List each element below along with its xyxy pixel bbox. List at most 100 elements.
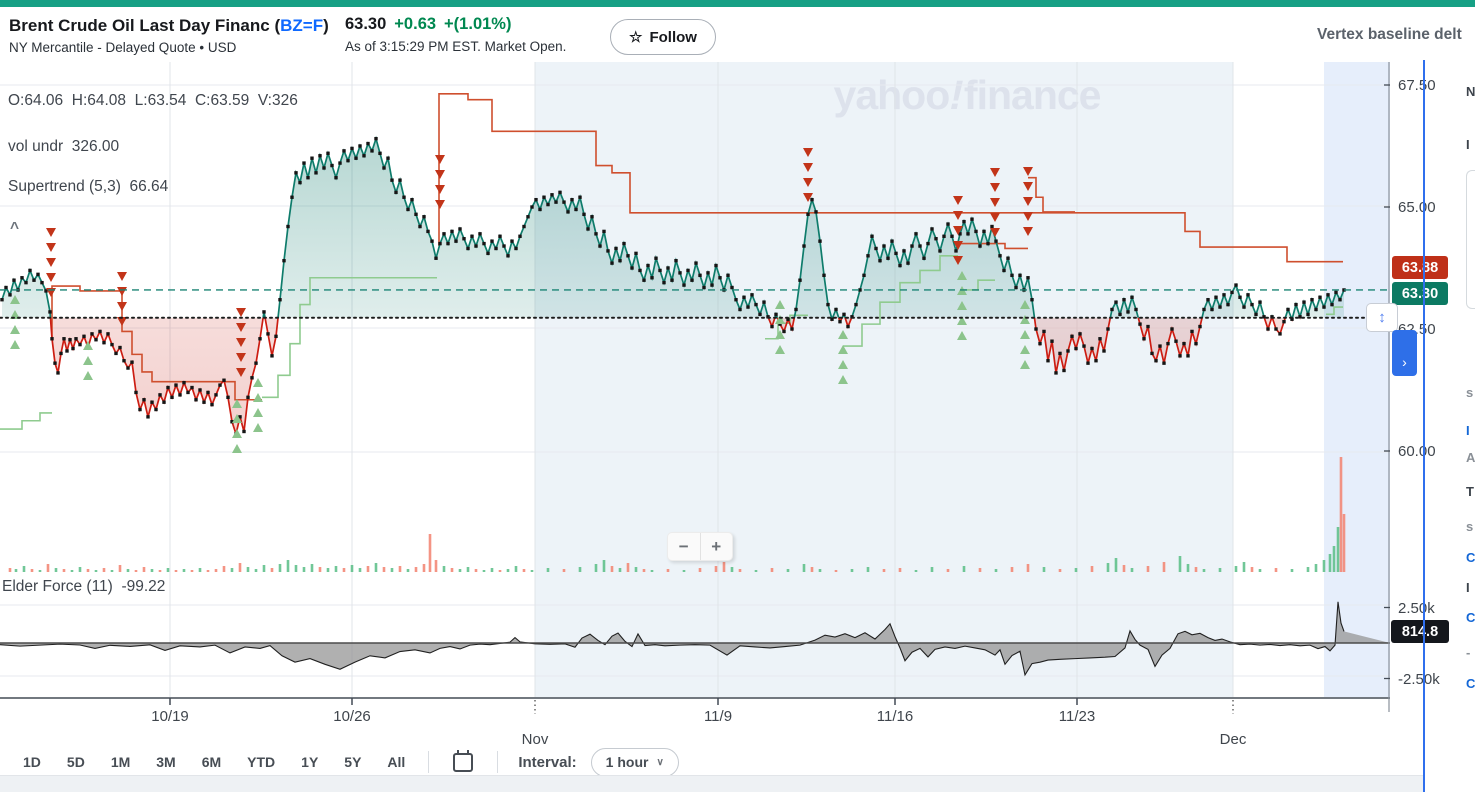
interval-dropdown[interactable]: 1 hour ∨: [590, 747, 679, 777]
panel-expand-button[interactable]: ›: [1392, 330, 1417, 376]
volume-bar: [1258, 569, 1262, 572]
range-button-5Y[interactable]: 5Y: [344, 754, 362, 770]
price-marker: [1086, 361, 1090, 365]
range-button-3M[interactable]: 3M: [156, 754, 176, 770]
price-marker: [454, 239, 458, 243]
quote-price-block: 63.30 +0.63 +(1.01%): [345, 15, 511, 34]
price-marker: [12, 278, 16, 282]
supertrend-label[interactable]: Supertrend (5,3) 66.64: [8, 178, 169, 195]
sell-signal-arrow: [435, 170, 445, 179]
price-marker: [530, 205, 534, 209]
price-area-below-baseline: [50, 317, 1293, 434]
range-button-1M[interactable]: 1M: [110, 754, 131, 770]
price-marker: [1298, 315, 1302, 319]
price-marker: [1214, 295, 1218, 299]
price-marker: [282, 258, 286, 263]
price-marker: [122, 359, 126, 363]
price-marker: [310, 156, 314, 160]
range-button-All[interactable]: All: [387, 754, 406, 770]
buy-signal-arrow: [838, 360, 848, 369]
zoom-out-button[interactable]: −: [668, 533, 701, 560]
price-marker: [1054, 371, 1058, 375]
price-marker: [778, 322, 782, 326]
follow-label: Follow: [649, 28, 697, 46]
price-marker: [770, 324, 774, 329]
supertrend-lower-line: [0, 412, 52, 430]
price-marker: [394, 190, 398, 195]
price-marker: [1126, 310, 1130, 314]
price-marker: [482, 241, 486, 246]
range-button-1Y[interactable]: 1Y: [301, 754, 319, 770]
price-marker: [338, 161, 342, 165]
price-marker: [1278, 332, 1282, 336]
price-marker: [28, 268, 32, 273]
price-marker: [450, 229, 454, 234]
cutoff-text-fragment: C: [1466, 676, 1475, 691]
ticker-symbol[interactable]: BZ=F: [280, 16, 324, 35]
price-marker: [1330, 302, 1334, 307]
sell-signal-arrow: [236, 353, 246, 362]
price-marker: [662, 280, 666, 285]
volume-bar: [238, 563, 242, 572]
buy-signal-arrow: [83, 341, 93, 350]
range-button-YTD[interactable]: YTD: [247, 754, 276, 770]
follow-button[interactable]: ☆ Follow: [610, 19, 716, 55]
sell-signal-arrow: [1023, 182, 1033, 191]
range-button-1D[interactable]: 1D: [23, 754, 41, 770]
volume-bar: [54, 568, 58, 572]
cutoff-text-fragment: C: [1466, 550, 1475, 565]
volume-bar: [434, 560, 438, 572]
price-marker: [238, 415, 242, 419]
volume-bar: [1162, 562, 1166, 572]
sell-signal-arrow: [1023, 167, 1033, 176]
range-button-5D[interactable]: 5D: [66, 754, 85, 770]
calendar-icon[interactable]: [453, 749, 474, 772]
chart-area[interactable]: yahoo!finance O:64.06 H:64.08 L:63.54 C:…: [0, 60, 1475, 792]
volume-bar: [246, 567, 250, 572]
volume-bar: [1178, 556, 1182, 572]
price-marker: [634, 251, 638, 256]
price-marker: [806, 212, 810, 217]
price-marker: [814, 210, 818, 214]
price-marker: [1186, 354, 1190, 358]
range-button-6M[interactable]: 6M: [201, 754, 222, 770]
volume-bar: [1026, 564, 1030, 572]
price-marker: [198, 388, 202, 392]
price-marker: [762, 300, 766, 304]
sell-signal-arrow: [953, 196, 963, 205]
price-marker: [914, 232, 918, 236]
price-marker: [358, 144, 362, 148]
price-line-drag-handle[interactable]: ↕: [1366, 303, 1398, 332]
buy-signal-arrow: [838, 375, 848, 384]
price-marker: [334, 176, 338, 180]
price-marker: [1034, 327, 1038, 331]
price-marker: [294, 171, 298, 175]
price-marker: [36, 272, 40, 277]
price-marker: [40, 280, 44, 285]
current-session-band: [1324, 62, 1390, 697]
elder-force-label[interactable]: Elder Force (11) -99.22: [2, 578, 166, 595]
zoom-in-button[interactable]: +: [711, 536, 722, 556]
price-marker: [262, 310, 266, 314]
panel-divider[interactable]: [1423, 60, 1425, 792]
price-marker: [414, 212, 418, 217]
volume-bar: [442, 566, 446, 572]
volume-bar: [14, 569, 18, 572]
toolbar-separator: [428, 751, 430, 773]
volume-bar: [1010, 567, 1014, 572]
month-axis-label: Dec: [1219, 731, 1247, 748]
price-marker: [1110, 307, 1114, 312]
price-marker: [738, 307, 742, 312]
price-marker: [470, 234, 474, 238]
sell-signal-arrow: [1023, 212, 1033, 221]
price-plot-svg[interactable]: [0, 60, 1390, 720]
price-marker: [32, 278, 36, 282]
price-marker: [1206, 298, 1210, 302]
volume-bar: [1106, 563, 1110, 572]
sell-signal-arrow: [990, 198, 1000, 207]
title-close: ): [323, 16, 329, 35]
collapse-caret[interactable]: ^: [10, 220, 20, 237]
price-marker: [186, 390, 190, 395]
elder-force-line: [0, 601, 1345, 677]
price-marker: [94, 338, 98, 342]
